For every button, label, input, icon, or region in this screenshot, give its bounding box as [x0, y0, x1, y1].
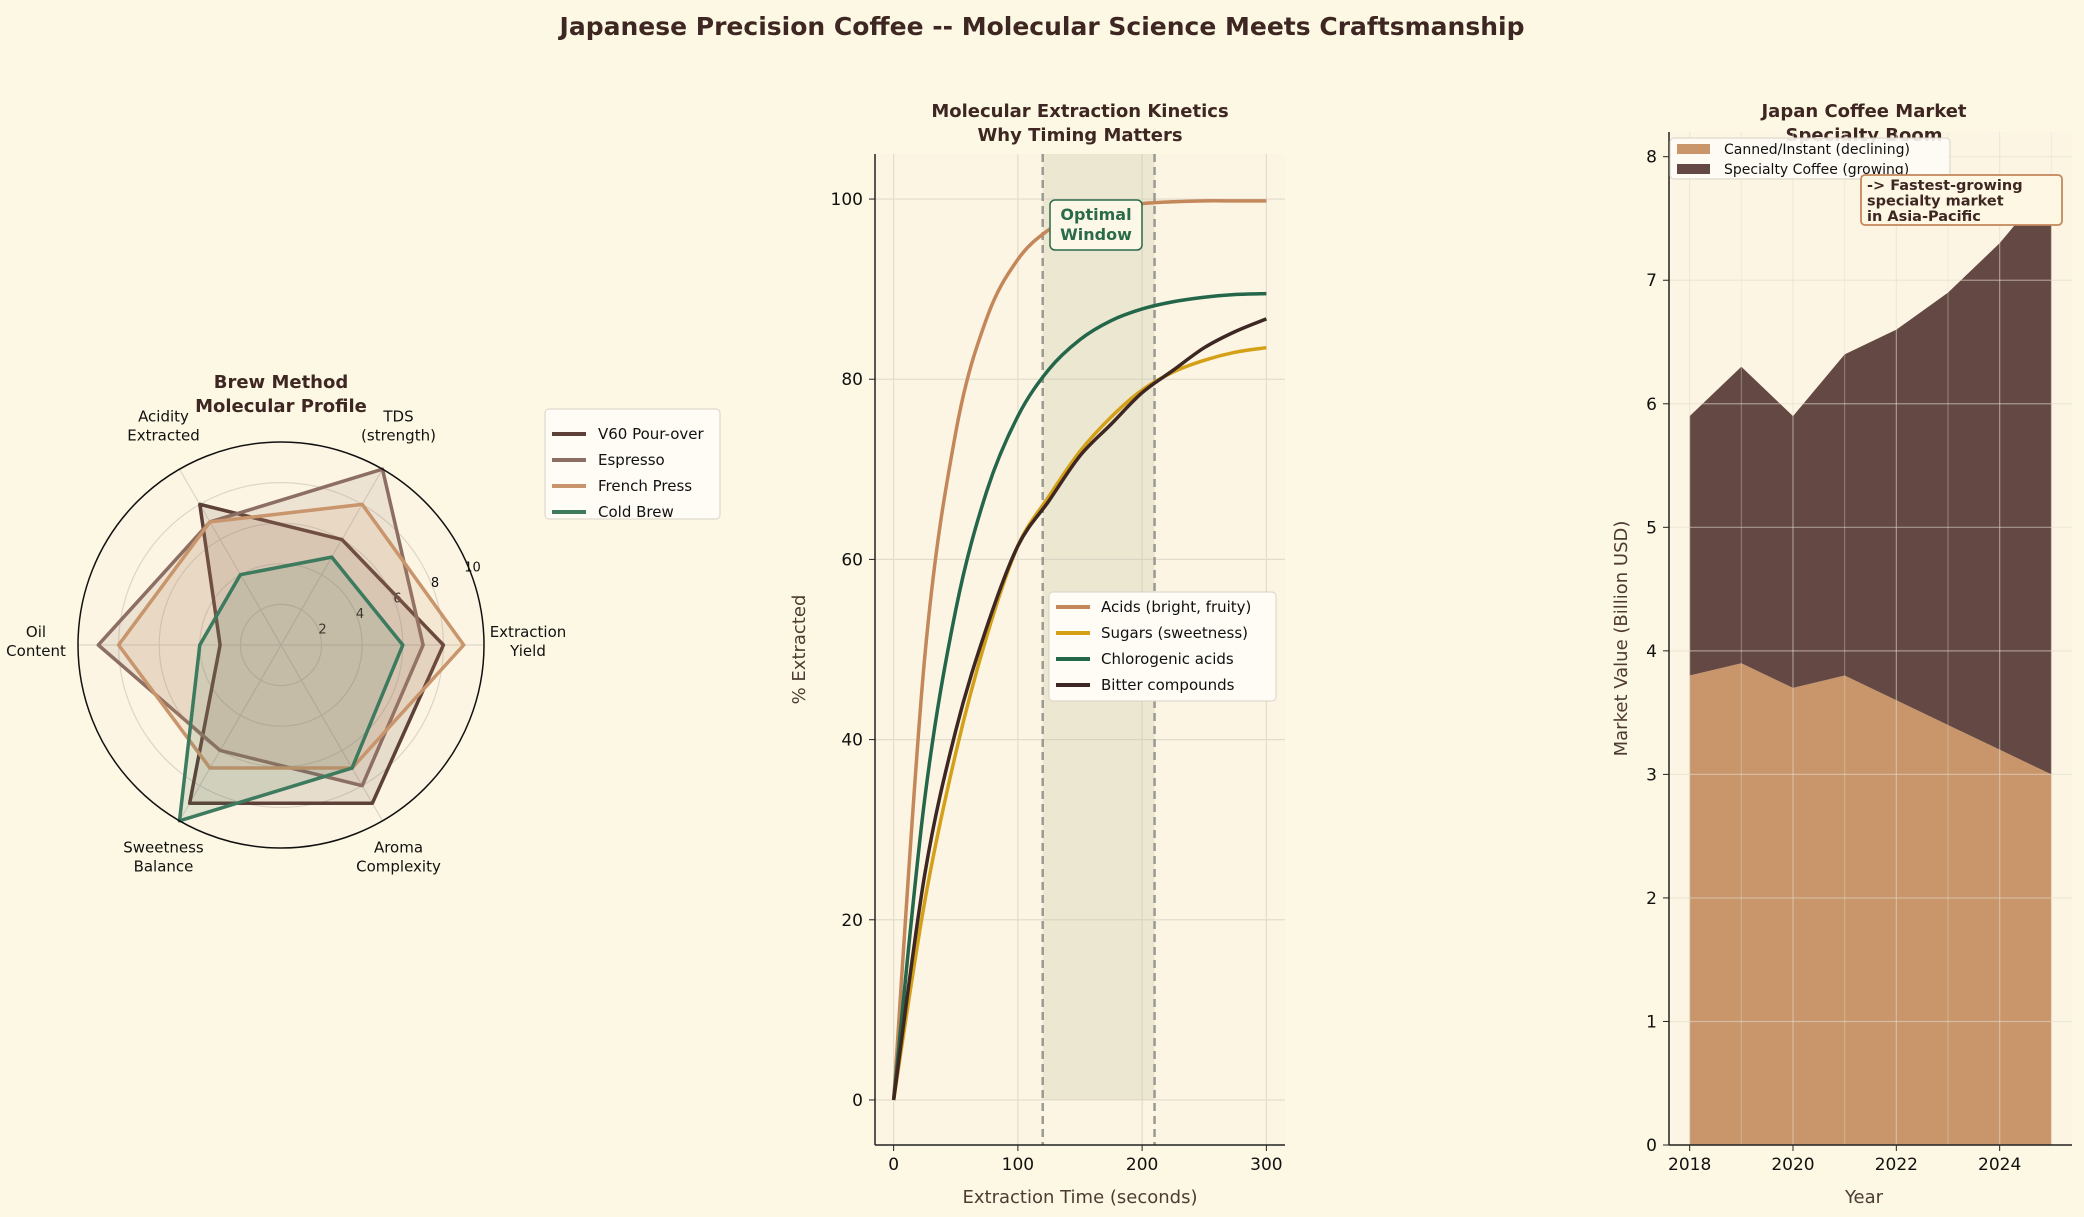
annotation-box [1049, 199, 1143, 251]
annotation-text: specialty market [1867, 194, 2004, 210]
area-canned-instant [1689, 663, 2052, 1145]
y-tick-label: 1 [1646, 1012, 1657, 1032]
x-tick-label: 2018 [1668, 1155, 1711, 1175]
radar-tick-label: 2 [318, 622, 326, 637]
y-tick-label: 8 [1646, 148, 1657, 168]
radar-spoke [178, 644, 282, 822]
y-tick-label: 2 [1646, 889, 1657, 909]
radar-outer-ring [77, 441, 485, 849]
radar-axis-label: Aroma [374, 839, 423, 857]
line-acids-bright-fruity- [891, 199, 1267, 1101]
line-bitter-compounds [891, 317, 1268, 1101]
radar-axis-label: Complexity [356, 858, 441, 876]
annotation-text: in Asia-Pacific [1867, 209, 1981, 225]
radar-axis-label: Extraction [490, 623, 567, 641]
radar-axis-label: Sweetness [123, 839, 204, 857]
legend-swatch [1677, 164, 1710, 174]
y-tick-label: 60 [841, 550, 863, 570]
x-axis-label: Year [1844, 1187, 1884, 1208]
x-tick-label: 2022 [1875, 1155, 1918, 1175]
radar-title: Molecular Profile [195, 396, 367, 417]
radar-axis-label: Oil [26, 623, 46, 641]
y-axis-label: Market Value (Billion USD) [1611, 521, 1632, 757]
legend-swatch [1677, 144, 1710, 154]
annotation-box [1860, 174, 2063, 226]
y-tick-label: 7 [1646, 271, 1657, 291]
annotation-text: -> Fastest-growing [1867, 178, 2023, 194]
radar-fill-1 [98, 469, 424, 786]
radar-legend: V60 Pour-over Espresso French Press Cold Br… [544, 408, 721, 521]
radar-axis-label: TDS [382, 407, 413, 425]
y-tick-label: 80 [841, 370, 863, 390]
chart-title: Japan Coffee Market [1759, 101, 1966, 122]
annotation-text: Window [1060, 225, 1132, 244]
legend-label: Canned/Instant (declining) [1724, 142, 1910, 158]
legend-frame [1048, 591, 1277, 702]
line-chlorogenic-acids [891, 291, 1267, 1101]
radar-chart: Brew Method Molecular Profile ExtractionYi… [6, 372, 721, 876]
x-tick-label: 2020 [1771, 1155, 1814, 1175]
x-axis-label: Extraction Time (seconds) [962, 1187, 1197, 1208]
x-tick-label: 300 [1250, 1155, 1282, 1175]
y-tick-label: 20 [841, 911, 863, 931]
radar-series-v60-pour-over [187, 502, 446, 805]
legend-label: French Press [598, 477, 692, 495]
market-legend: Canned/Instant (declining) Specialty Coff… [1669, 137, 1951, 180]
x-tick-label: 200 [1126, 1155, 1158, 1175]
figure-title: Japanese Precision Coffee -- Molecular S… [558, 12, 1525, 41]
radar-axis-label: (strength) [361, 426, 436, 444]
y-tick-label: 3 [1646, 765, 1657, 785]
radar-axis-label: Yield [509, 642, 546, 660]
y-tick-label: 4 [1646, 642, 1657, 662]
legend-frame [544, 408, 721, 520]
y-tick-label: 0 [1646, 1136, 1657, 1156]
annotation-text: Optimal [1060, 205, 1131, 224]
y-tick-label: 5 [1646, 518, 1657, 538]
legend-label: Acids (bright, fruity) [1101, 598, 1251, 616]
legend-label: Specialty Coffee (growing) [1724, 162, 1909, 178]
y-axis-label: % Extracted [789, 595, 810, 705]
area-specialty-coffee [1689, 181, 2052, 775]
y-tick-label: 6 [1646, 395, 1657, 415]
line-sugars-sweetness- [891, 345, 1267, 1101]
legend-label: Espresso [598, 451, 665, 469]
extraction-kinetics-chart: Molecular Extraction Kinetics Why Timing … [789, 101, 1285, 1208]
radar-tick-label: 10 [464, 560, 481, 575]
kinetics-legend: Acids (bright, fruity) Sugars (sweetness)… [1048, 591, 1277, 702]
y-tick-label: 40 [841, 731, 863, 751]
x-tick-label: 0 [888, 1155, 899, 1175]
radar-fill-3 [179, 557, 403, 821]
radar-axis-label: Content [6, 642, 66, 660]
chart-title: Why Timing Matters [977, 125, 1182, 146]
legend-label: Chlorogenic acids [1101, 650, 1234, 668]
y-tick-label: 0 [852, 1091, 863, 1111]
y-tick-label: 100 [831, 190, 863, 210]
legend-label: V60 Pour-over [598, 425, 704, 443]
x-tick-label: 100 [1002, 1155, 1034, 1175]
radar-axis-label: Extracted [127, 426, 199, 444]
radar-spoke [178, 468, 282, 646]
radar-title: Brew Method [214, 372, 349, 393]
legend-label: Sugars (sweetness) [1101, 624, 1248, 642]
legend-label: Bitter compounds [1101, 676, 1235, 694]
radar-axis-label: Balance [134, 858, 194, 876]
radar-spoke [280, 644, 384, 822]
chart-title: Molecular Extraction Kinetics [931, 101, 1228, 122]
radar-tick-label: 4 [356, 607, 364, 622]
legend-frame [1669, 137, 1951, 180]
x-tick-label: 2024 [1978, 1155, 2021, 1175]
legend-label: Cold Brew [598, 503, 674, 521]
radar-axis-label: Acidity [138, 407, 189, 425]
radar-tick-label: 8 [431, 576, 439, 591]
radar-series-cold-brew [177, 555, 405, 823]
